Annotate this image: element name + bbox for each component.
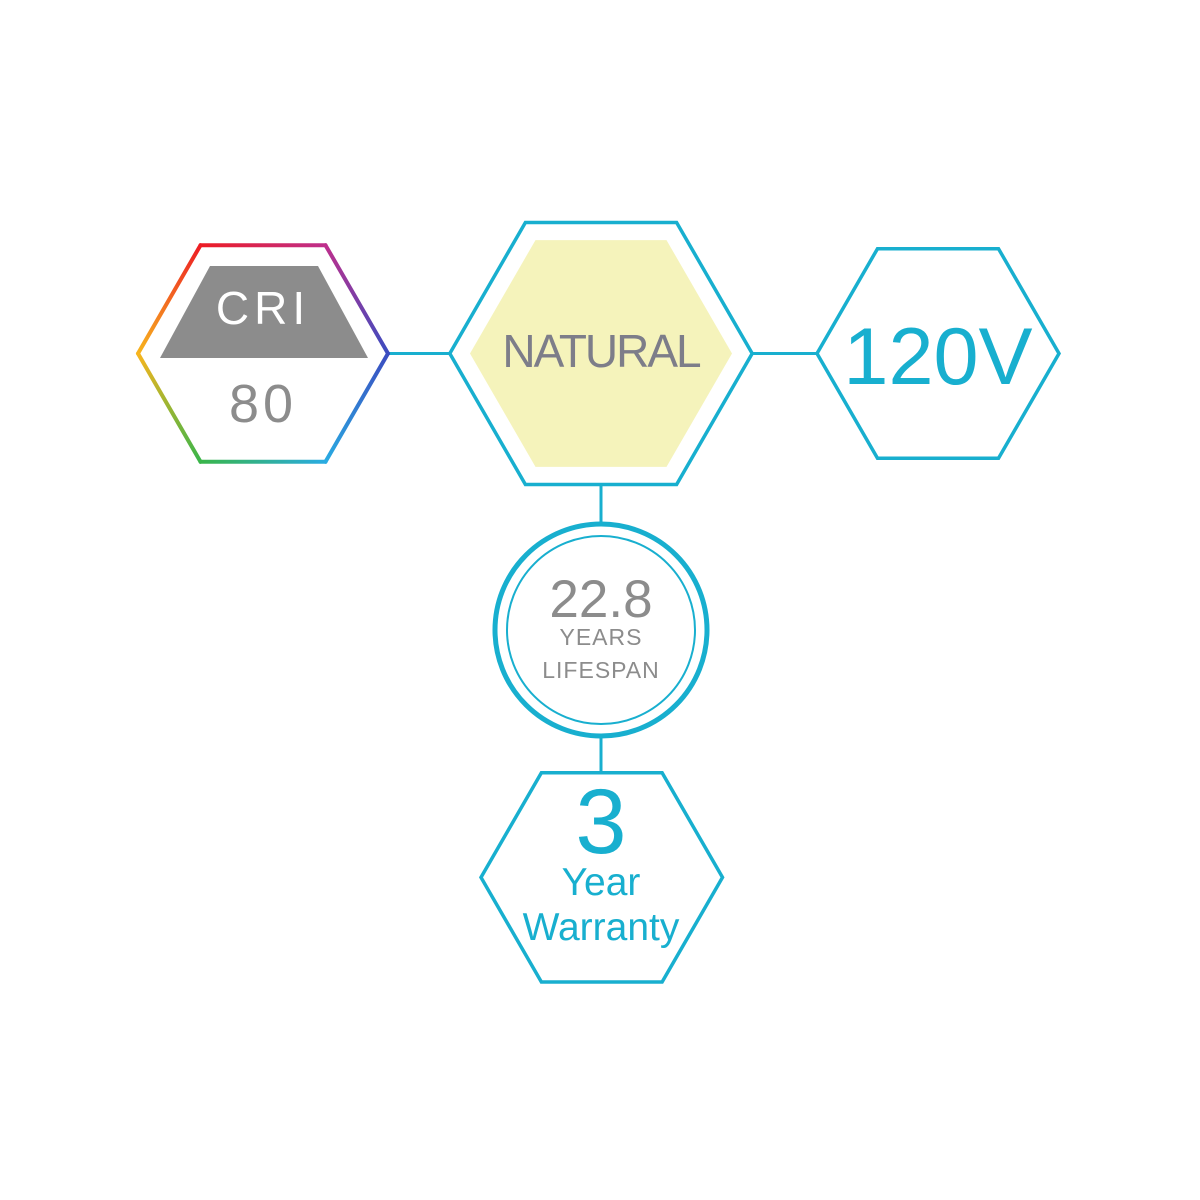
svg-text:22.8: 22.8: [549, 570, 652, 629]
svg-text:3: 3: [575, 771, 626, 873]
svg-text:80: 80: [229, 374, 297, 434]
svg-text:LIFESPAN: LIFESPAN: [542, 657, 660, 683]
svg-text:Warranty: Warranty: [523, 906, 680, 949]
svg-text:CRI: CRI: [216, 282, 310, 334]
svg-text:120V: 120V: [843, 312, 1032, 402]
svg-text:Year: Year: [562, 861, 641, 904]
svg-text:NATURAL: NATURAL: [502, 325, 701, 377]
svg-text:YEARS: YEARS: [560, 624, 643, 650]
